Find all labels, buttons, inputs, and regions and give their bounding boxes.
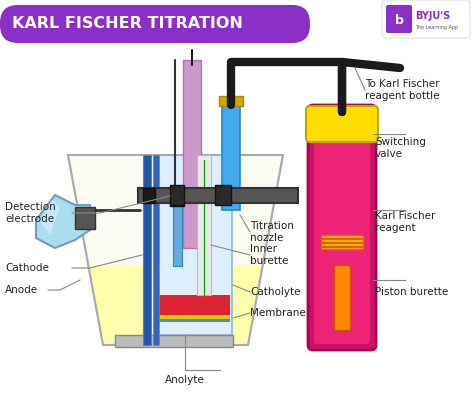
Bar: [321, 246, 363, 248]
Text: Karl Fischer
reagent: Karl Fischer reagent: [375, 211, 436, 233]
Bar: [334, 265, 350, 330]
Text: Catholyte: Catholyte: [250, 287, 301, 297]
FancyBboxPatch shape: [308, 105, 376, 350]
Text: Piston burette: Piston burette: [375, 287, 448, 297]
Text: Detection
electrode: Detection electrode: [5, 202, 56, 224]
Bar: [222, 100, 240, 210]
Bar: [173, 206, 182, 266]
Bar: [183, 60, 201, 248]
Polygon shape: [40, 200, 60, 235]
Bar: [321, 235, 363, 249]
Text: To Karl Fischer
reagent bottle: To Karl Fischer reagent bottle: [365, 79, 439, 101]
Text: b: b: [394, 15, 403, 27]
Bar: [197, 155, 211, 295]
Bar: [138, 188, 298, 203]
Polygon shape: [68, 155, 283, 345]
Bar: [170, 193, 184, 206]
FancyBboxPatch shape: [314, 111, 370, 344]
Bar: [115, 335, 233, 347]
Text: KARL FISCHER TITRATION: KARL FISCHER TITRATION: [12, 17, 243, 31]
Text: Anode: Anode: [5, 285, 38, 295]
Bar: [219, 96, 243, 106]
FancyBboxPatch shape: [306, 106, 378, 142]
Bar: [170, 185, 184, 205]
Text: Switching
valve: Switching valve: [375, 137, 426, 159]
Text: Cathode: Cathode: [5, 263, 49, 273]
Bar: [75, 207, 95, 229]
Bar: [321, 242, 363, 244]
Bar: [215, 185, 231, 205]
Text: Anolyte: Anolyte: [165, 375, 205, 385]
Bar: [157, 155, 232, 335]
Bar: [159, 295, 230, 315]
FancyBboxPatch shape: [386, 5, 412, 33]
FancyBboxPatch shape: [0, 5, 310, 43]
Text: Inner
burette: Inner burette: [250, 244, 288, 266]
Bar: [321, 238, 363, 240]
Bar: [159, 319, 230, 322]
Bar: [143, 188, 155, 203]
Bar: [143, 155, 151, 345]
Text: BYJU'S: BYJU'S: [415, 11, 450, 21]
Polygon shape: [36, 195, 90, 248]
Bar: [159, 315, 230, 319]
Bar: [153, 155, 159, 345]
Text: Membrane: Membrane: [250, 308, 306, 318]
Text: The Learning App: The Learning App: [415, 25, 458, 29]
FancyBboxPatch shape: [382, 0, 470, 38]
Text: Titration
nozzle: Titration nozzle: [250, 221, 294, 243]
Polygon shape: [88, 265, 263, 345]
